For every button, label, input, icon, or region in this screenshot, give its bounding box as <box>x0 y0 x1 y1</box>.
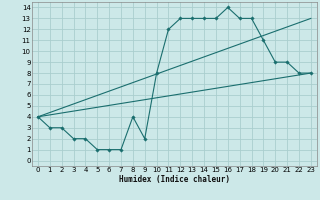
X-axis label: Humidex (Indice chaleur): Humidex (Indice chaleur) <box>119 175 230 184</box>
